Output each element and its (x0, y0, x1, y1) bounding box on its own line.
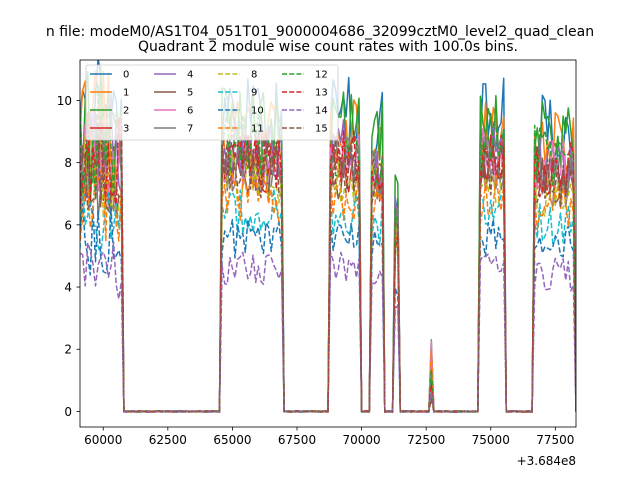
legend-label-13: 13 (315, 88, 328, 99)
series-line-11 (80, 150, 576, 413)
legend-label-7: 7 (187, 124, 193, 135)
x-offset-label: +3.684e8 (517, 454, 576, 468)
x-tick-label: 60000 (84, 433, 122, 447)
legend-label-10: 10 (251, 106, 264, 117)
y-tick-label: 4 (64, 281, 72, 295)
legend-label-2: 2 (123, 106, 129, 117)
legend-label-11: 11 (251, 124, 264, 135)
series-line-6 (80, 111, 576, 413)
series-group (80, 60, 576, 413)
y-tick-label: 0 (64, 405, 72, 419)
x-tick-label: 70000 (342, 433, 380, 447)
legend-label-9: 9 (251, 88, 257, 99)
x-tick-label: 72500 (407, 433, 445, 447)
axes-frame (79, 59, 577, 428)
legend-label-4: 4 (187, 70, 193, 81)
figure-suptitle: n file: modeM0/AS1T04_051T01_9000004686_… (46, 24, 594, 40)
x-tick-label: 62500 (149, 433, 187, 447)
x-tick-label: 65000 (213, 433, 251, 447)
y-tick-label: 6 (64, 218, 72, 232)
y-tick-label: 2 (64, 343, 72, 357)
y-tick-label: 10 (57, 94, 72, 108)
chart-title: Quadrant 2 module wise count rates with … (138, 39, 518, 55)
plot-area: 60000 62500 65000 67500 70000 72500 75000 77500… (57, 59, 577, 468)
legend-label-6: 6 (187, 106, 193, 117)
legend-label-15: 15 (315, 124, 328, 135)
series-line-4 (80, 93, 576, 413)
series-line-15 (80, 136, 576, 413)
legend-frame (85, 64, 339, 141)
x-tick-label: 67500 (278, 433, 316, 447)
x-tick-label: 75000 (472, 433, 510, 447)
legend-label-8: 8 (251, 70, 257, 81)
series-line-14 (80, 241, 576, 413)
legend-label-3: 3 (123, 124, 129, 135)
y-tick-label: 8 (64, 156, 72, 170)
legend-label-14: 14 (315, 106, 328, 117)
legend-label-5: 5 (187, 88, 193, 99)
legend-label-0: 0 (123, 70, 129, 81)
legend-label-1: 1 (123, 88, 129, 99)
series-line-10 (80, 202, 576, 413)
x-tick-label: 77500 (536, 433, 574, 447)
legend-label-12: 12 (315, 70, 328, 81)
series-line-5 (80, 122, 576, 413)
